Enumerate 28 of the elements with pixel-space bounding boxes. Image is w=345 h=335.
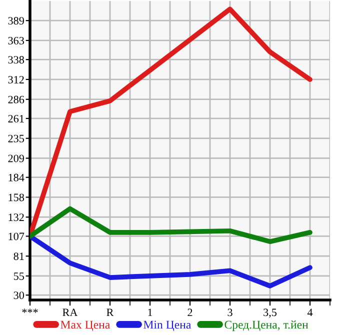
x-tick-label: RA	[62, 308, 78, 316]
legend-label: Сред.Цена, т.йен	[224, 320, 308, 332]
y-tick-label: 261	[8, 114, 24, 122]
x-tick-label: ***	[22, 308, 38, 313]
x-tick-label: R	[106, 308, 114, 316]
legend-label: Min Цена	[144, 320, 192, 332]
y-tick-label: 235	[8, 134, 24, 142]
y-tick-label: 55	[14, 272, 24, 280]
x-tick-label: 2	[188, 308, 192, 316]
x-tick-label: 3	[228, 308, 232, 316]
x-tick-label: 1	[148, 308, 152, 316]
line-series	[30, 234, 312, 288]
y-tick-label: 286	[8, 96, 24, 104]
y-tick-label: 312	[8, 76, 24, 84]
y-tick-label: 132	[8, 214, 24, 222]
x-tick-label: 4	[307, 308, 313, 316]
legend-label: Max Цена	[60, 320, 110, 332]
line-series	[30, 206, 312, 244]
y-tick-label: 209	[8, 154, 24, 162]
y-tick-label: 184	[8, 174, 24, 182]
y-tick-label: 107	[8, 232, 24, 240]
x-tick-label: 3,5	[264, 308, 277, 318]
y-tick-label: 30	[14, 292, 24, 300]
y-tick-label: 338	[8, 56, 24, 64]
y-tick-label: 389	[8, 17, 24, 25]
y-tick-label: 81	[14, 252, 24, 260]
y-tick-label: 158	[8, 194, 24, 202]
y-tick-label: 363	[8, 36, 24, 44]
